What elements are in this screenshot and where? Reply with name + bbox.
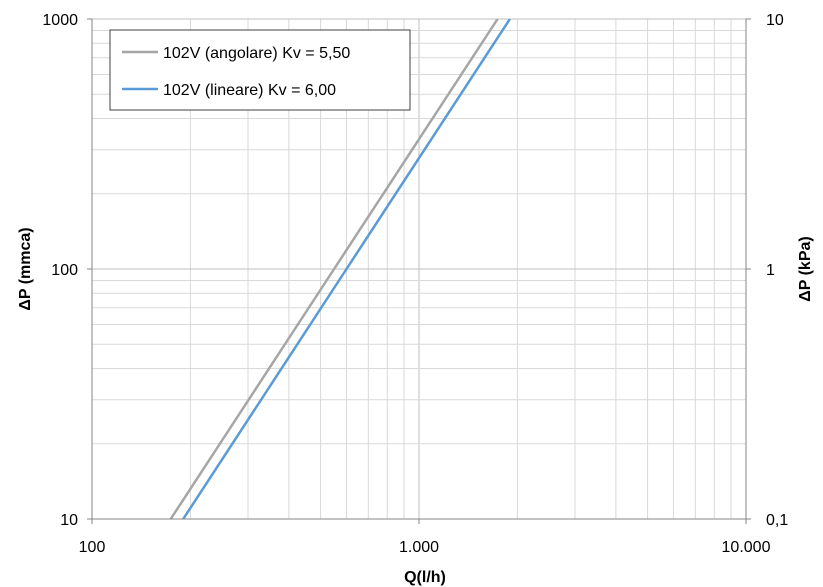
series-line-2 [182,19,511,519]
y2-tick-label: 1 [766,262,775,279]
legend-label: 102V (lineare) Kv = 6,00 [163,82,336,99]
legend-label: 102V (angolare) Kv = 5,50 [163,45,350,62]
y-tick-label: 10 [60,512,78,529]
x-tick-label: 10.000 [722,539,771,556]
series-layer [169,19,511,519]
axes [87,18,751,524]
y2-tick-label: 10 [766,12,784,29]
y-axis-title: ΔP (mmca) [17,227,34,310]
x-tick-label: 1.000 [399,539,439,556]
series-line-1 [169,19,499,519]
x-axis-title: Q(l/h) [404,569,446,586]
y2-tick-label: 0,1 [766,512,788,529]
legend: 102V (angolare) Kv = 5,50 102V (lineare) … [109,29,411,111]
y2-axis-title: ΔP (kPa) [797,236,814,301]
x-tick-label: 100 [79,539,106,556]
legend-box [109,29,411,111]
y-tick-label: 1000 [42,12,78,29]
y-tick-label: 100 [51,262,78,279]
